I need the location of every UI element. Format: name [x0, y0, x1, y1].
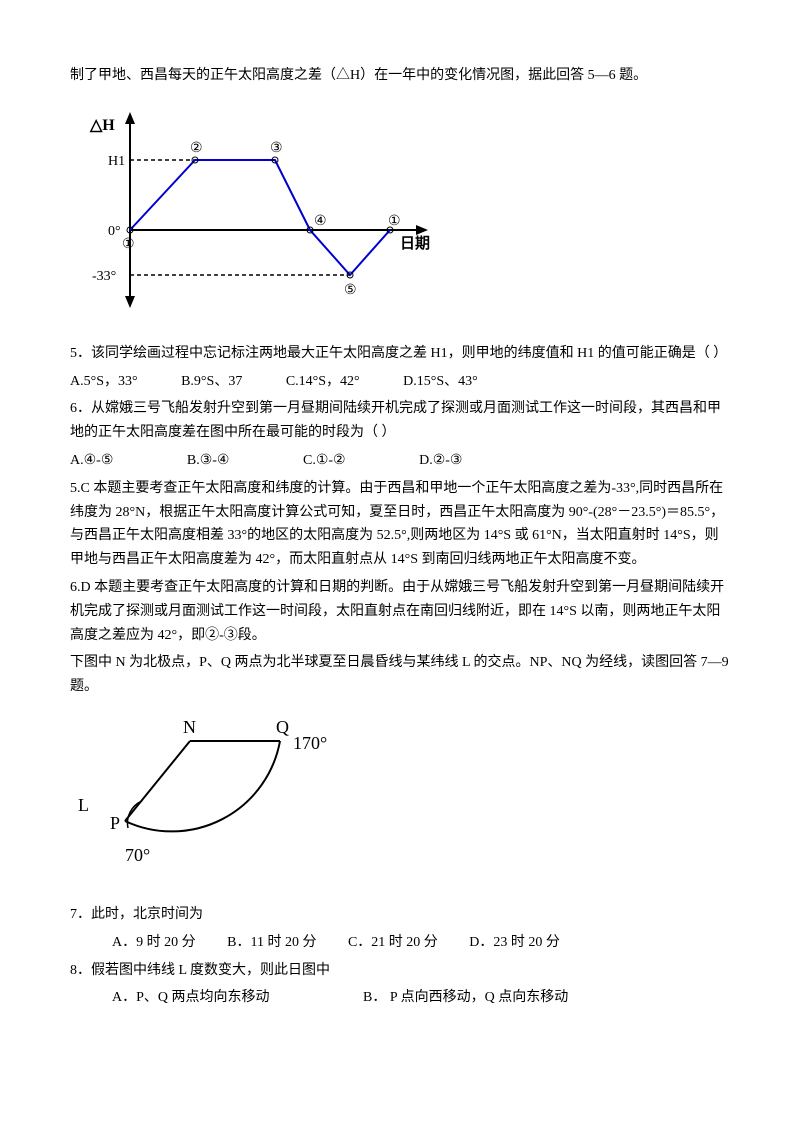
chart-delta-h: △H H1 0° -33° 日期 ① ② ③ ④ ⑤ ① [70, 100, 450, 330]
q7-opt-c: C．21 时 20 分 [348, 935, 438, 950]
q6-opt-b: B.③-④ [187, 453, 230, 468]
q5-opt-b: B.9°S、37 [181, 374, 242, 389]
q7-options: A．9 时 20 分 B．11 时 20 分 C．21 时 20 分 D．23 … [70, 931, 730, 955]
q7-opt-a: A．9 时 20 分 [112, 935, 196, 950]
answer-6: 6.D 本题主要考查正午太阳高度的计算和日期的判断。由于从嫦娥三号飞船发射升空到… [70, 576, 730, 647]
q6-stem: 6．从嫦娥三号飞船发射升空到第一月昼期间陆续开机完成了探测或月面测试工作这一时间… [70, 397, 730, 445]
q6-opt-c: C.①-② [303, 453, 346, 468]
q8-opt-a: A．P、Q 两点均向东移动 [112, 990, 270, 1005]
q5-opt-a: A.5°S，33° [70, 374, 138, 389]
q5-opt-c: C.14°S，42° [286, 374, 360, 389]
chart-polar: N Q 170° L P 70° [70, 711, 350, 891]
q5-opt-d: D.15°S、43° [403, 374, 478, 389]
svg-text:Q: Q [276, 717, 289, 737]
svg-text:P: P [110, 813, 120, 833]
svg-text:日期: 日期 [400, 234, 430, 252]
intro2-text: 下图中 N 为北极点，P、Q 两点为北半球夏至日晨昏线与某纬线 L 的交点。NP… [70, 651, 730, 699]
svg-text:③: ③ [270, 141, 283, 156]
q7-stem: 7．此时，北京时间为 [70, 903, 730, 927]
answer-5: 5.C 本题主要考查正午太阳高度和纬度的计算。由于西昌和甲地一个正午太阳高度之差… [70, 477, 730, 572]
intro-text: 制了甲地、西昌每天的正午太阳高度之差（△H）在一年中的变化情况图，据此回答 5—… [70, 64, 730, 88]
svg-text:①: ① [388, 214, 401, 229]
q5-stem: 5．该同学绘画过程中忘记标注两地最大正午太阳高度之差 H1，则甲地的纬度值和 H… [70, 342, 730, 366]
q7-opt-b: B．11 时 20 分 [227, 935, 316, 950]
svg-text:②: ② [190, 141, 203, 156]
q6-options: A.④-⑤ B.③-④ C.①-② D.②-③ [70, 449, 730, 473]
q5-options: A.5°S，33° B.9°S、37 C.14°S，42° D.15°S、43° [70, 370, 730, 394]
q7-opt-d: D．23 时 20 分 [469, 935, 560, 950]
q6-opt-a: A.④-⑤ [70, 453, 113, 468]
svg-text:70°: 70° [125, 845, 150, 865]
svg-text:①: ① [122, 237, 135, 252]
svg-text:-33°: -33° [92, 269, 116, 284]
svg-text:N: N [183, 717, 196, 737]
svg-text:④: ④ [314, 214, 327, 229]
q6-opt-d: D.②-③ [419, 453, 462, 468]
svg-text:△H: △H [89, 117, 115, 134]
svg-text:0°: 0° [108, 224, 121, 239]
svg-text:H1: H1 [108, 154, 125, 169]
svg-text:L: L [78, 795, 89, 815]
svg-text:170°: 170° [293, 733, 327, 753]
svg-text:⑤: ⑤ [344, 283, 357, 298]
q8-opt-b: B． P 点向西移动，Q 点向东移动 [363, 990, 568, 1005]
q8-stem: 8．假若图中纬线 L 度数变大，则此日图中 [70, 959, 730, 983]
q8-options: A．P、Q 两点均向东移动 B． P 点向西移动，Q 点向东移动 [70, 986, 730, 1010]
